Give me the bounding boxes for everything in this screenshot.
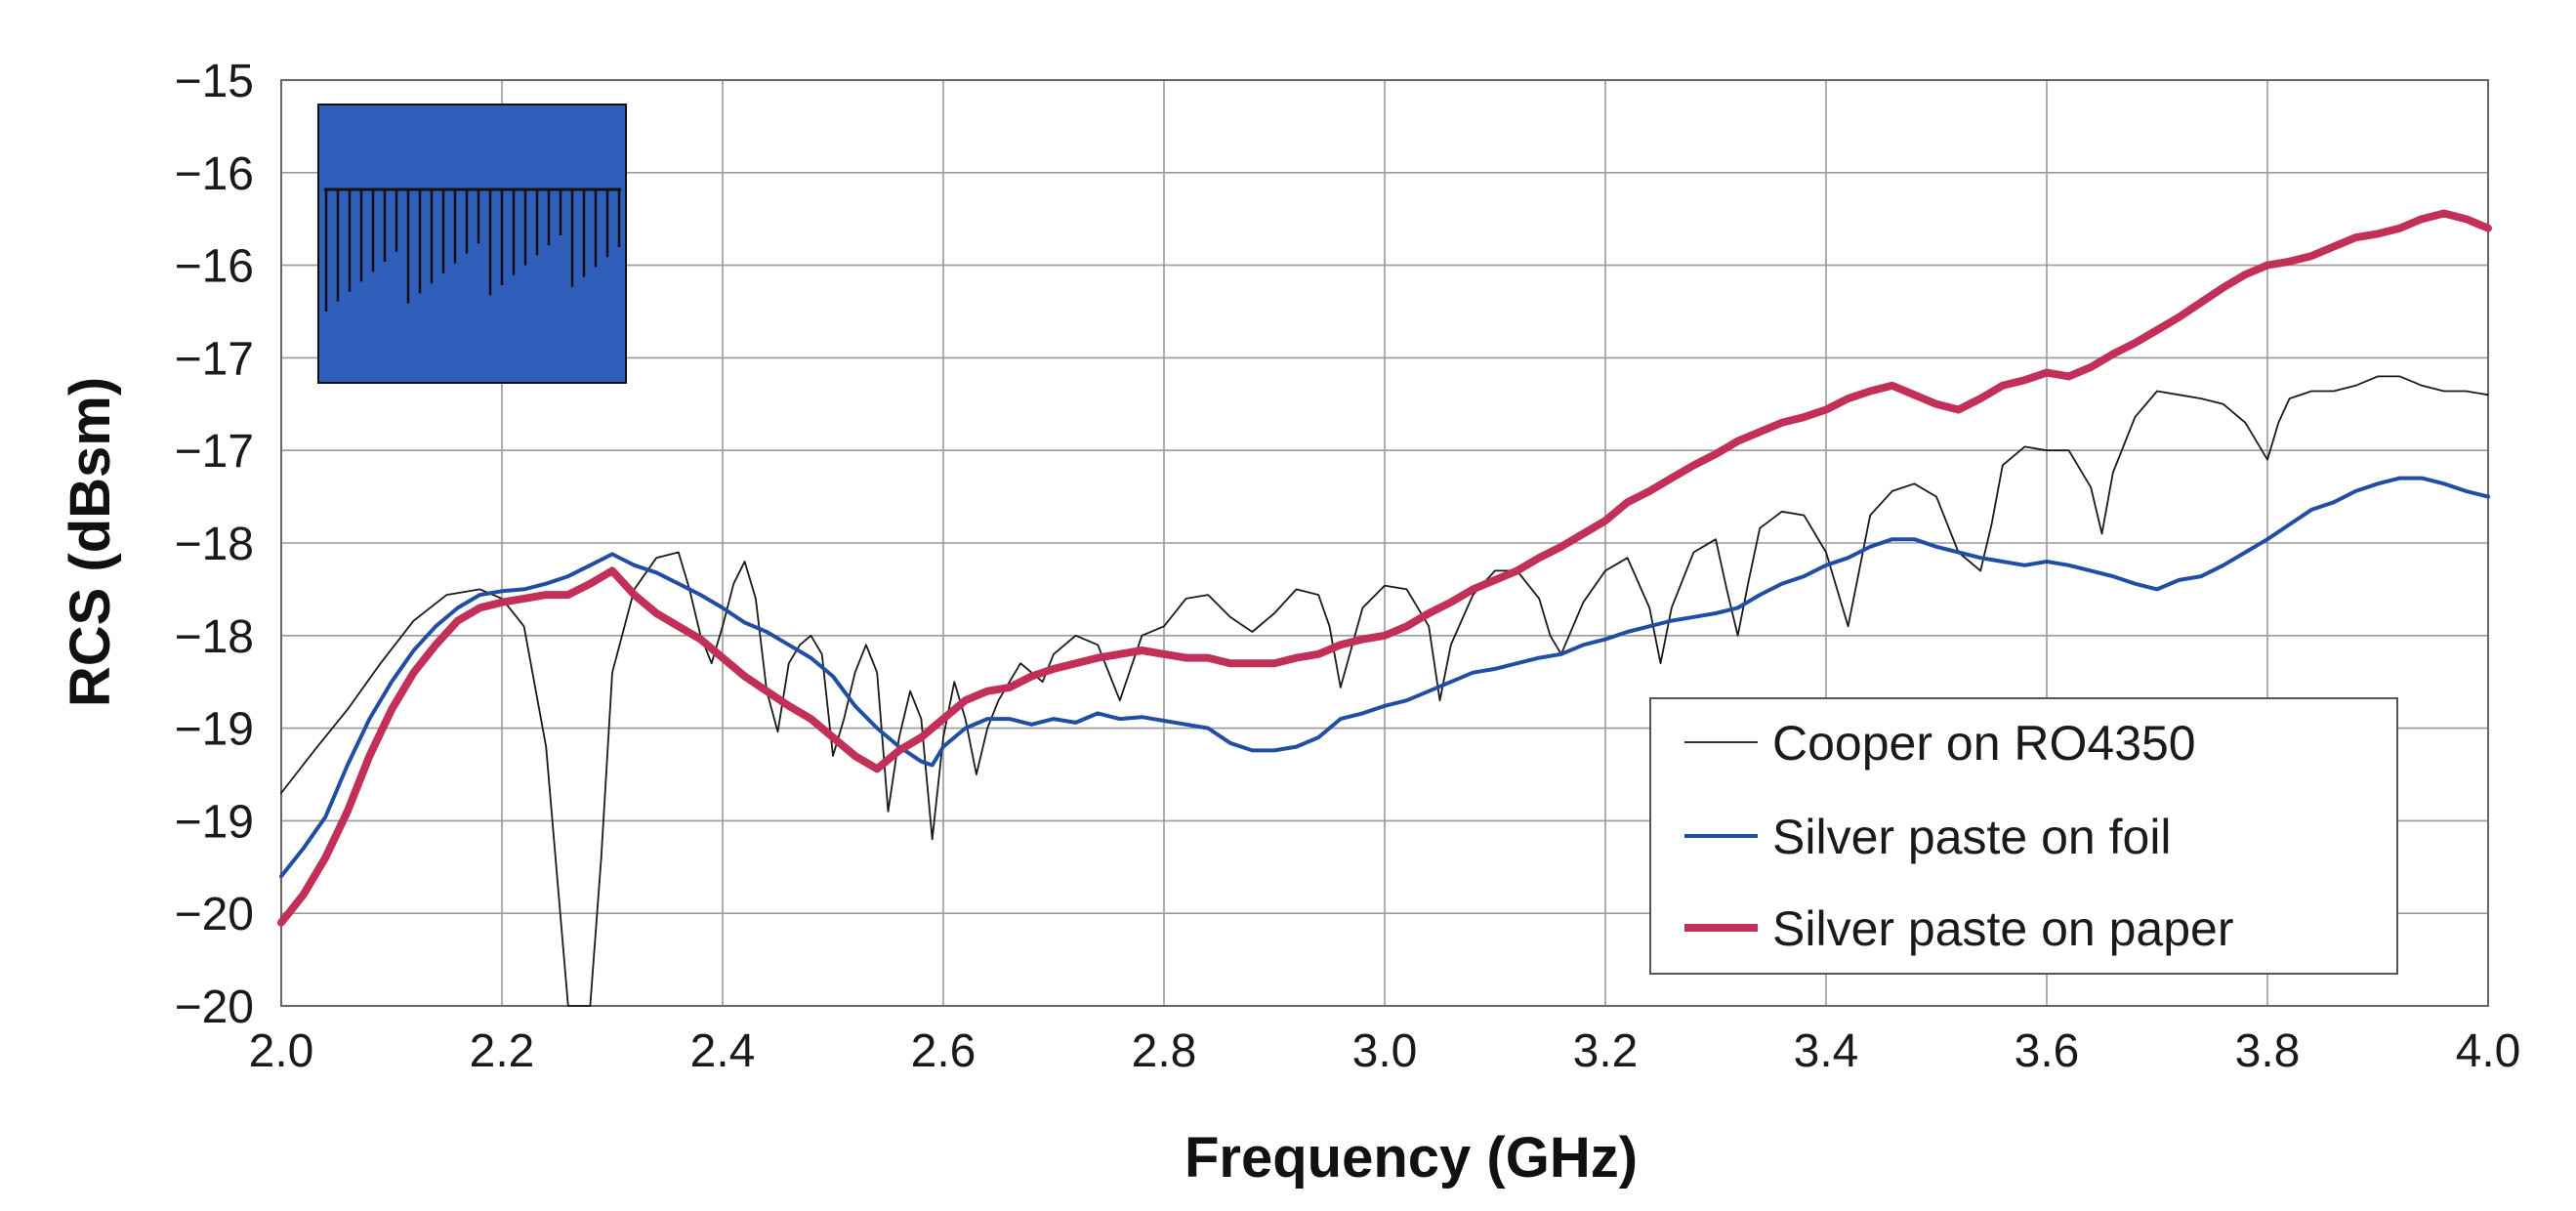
x-tick-label: 4.0 <box>2456 1025 2521 1077</box>
x-tick-label: 2.8 <box>1132 1025 1197 1077</box>
x-tick-label: 2.2 <box>470 1025 535 1077</box>
y-tick-label: −18 <box>175 519 254 570</box>
series-line-silver-paper <box>277 209 2492 927</box>
y-tick-label: −15 <box>175 56 254 107</box>
y-tick-label: −19 <box>175 796 254 848</box>
x-tick-label: 3.6 <box>2015 1025 2080 1077</box>
y-axis-title: RCS (dBsm) <box>59 377 122 707</box>
inset-background <box>317 104 627 384</box>
x-tick-label: 2.4 <box>690 1025 756 1077</box>
x-tick-label: 3.8 <box>2235 1025 2301 1077</box>
y-tick-label: −19 <box>175 704 254 756</box>
legend-item-cooper: Cooper on RO4350 <box>1684 716 2196 771</box>
x-tick-label: 3.0 <box>1352 1025 1418 1077</box>
y-axis-ticks: −15 −16 −16 −17 −17 −18 −18 −19 −19 −20 −20 <box>175 56 254 1033</box>
legend: Cooper on RO4350 Silver paste on foil Si… <box>1649 697 2398 975</box>
y-tick-label: −20 <box>175 981 254 1033</box>
series-line-cooper <box>280 375 2489 1007</box>
series-layer <box>277 209 2492 1007</box>
x-tick-label: 3.2 <box>1573 1025 1639 1077</box>
legend-label-cooper: Cooper on RO4350 <box>1772 716 2196 771</box>
legend-item-silver-foil: Silver paste on foil <box>1684 810 2172 864</box>
antenna-inset-image <box>317 104 627 384</box>
legend-box <box>1649 697 2398 975</box>
legend-item-silver-paper: Silver paste on paper <box>1684 901 2234 956</box>
x-axis-title: Frequency (GHz) <box>1184 1126 1638 1190</box>
x-tick-label: 2.0 <box>249 1025 314 1077</box>
y-tick-label: −18 <box>175 611 254 663</box>
x-tick-label: 2.6 <box>911 1025 976 1077</box>
y-tick-label: −17 <box>175 333 254 385</box>
y-tick-label: −16 <box>175 241 254 293</box>
x-axis-ticks: 2.0 2.2 2.4 2.6 2.8 3.0 3.2 3.4 3.6 3.8 4.0 <box>249 1025 2521 1077</box>
inset-fingers <box>324 189 621 312</box>
x-tick-label: 3.4 <box>1794 1025 1859 1077</box>
legend-label-silver-foil: Silver paste on foil <box>1772 810 2172 864</box>
series-line-silver-foil <box>279 476 2490 879</box>
y-tick-label: −20 <box>175 889 254 940</box>
y-tick-label: −16 <box>175 148 254 200</box>
legend-label-silver-paper: Silver paste on paper <box>1772 901 2234 956</box>
y-tick-label: −17 <box>175 426 254 478</box>
plot-area-frame <box>280 79 2489 1007</box>
